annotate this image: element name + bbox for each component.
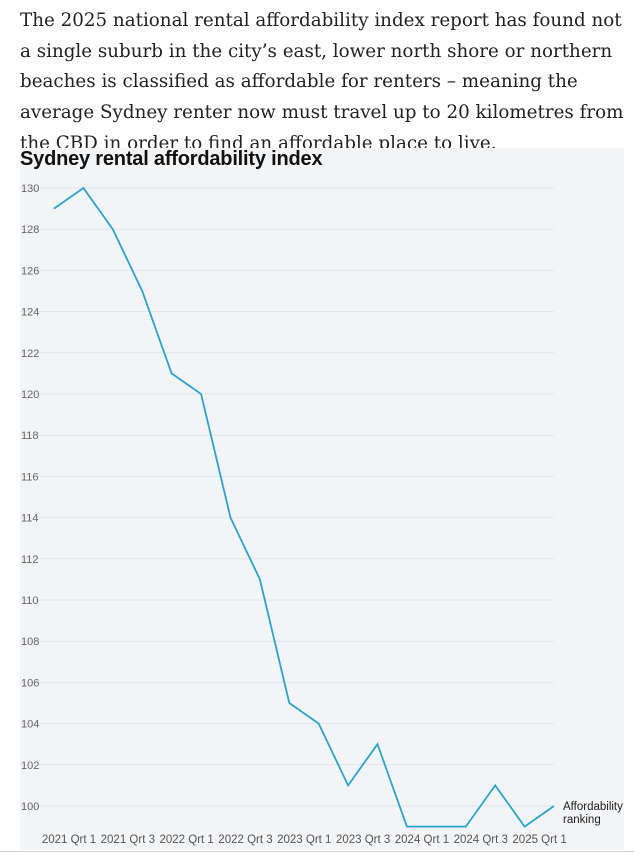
x-tick-label: 2024 Qrt 1 [395,834,449,846]
x-tick-label: 2022 Qrt 3 [218,834,272,846]
x-tick-label: 2025 Qrt 1 [512,834,566,846]
y-tick-label-128: 128 [21,224,39,236]
y-axis-ticks: 100 102 104 106 108 110 112 114 116 118 120 122 124 1… [21,183,39,813]
y-tick-label-114: 114 [21,513,39,525]
bottom-divider [0,851,634,852]
y-tick-label-126: 126 [21,265,39,277]
y-tick-label-120: 120 [21,389,39,401]
x-tick-label: 2024 Qrt 3 [454,834,508,846]
x-axis-ticks: 2021 Qrt 1 2021 Qrt 3 2022 Qrt 1 2022 Qrt 3… [42,834,567,846]
chart-title: Sydney rental affordability index [20,148,323,170]
y-tick-label-102: 102 [21,760,39,772]
y-tick-label-122: 122 [21,348,39,360]
chart-panel [20,148,624,850]
x-tick-label: 2023 Qrt 1 [277,834,331,846]
x-tick-label: 2023 Qrt 3 [336,834,390,846]
y-tick-label-110: 110 [21,595,39,607]
y-tick-label-124: 124 [21,307,39,319]
series-lines [53,186,555,828]
y-tick-label-130: 130 [21,183,39,195]
series-line-affordability-ranking [53,186,555,828]
x-tick-label: 2021 Qrt 3 [101,834,155,846]
y-tick-label-104: 104 [21,719,39,731]
y-tick-label-108: 108 [21,636,39,648]
article-paragraph: The 2025 national rental affordability i… [20,10,624,154]
x-tick-label: 2022 Qrt 1 [159,834,213,846]
y-tick-label-106: 106 [21,677,39,689]
y-tick-label-116: 116 [21,471,39,483]
y-tick-label-100: 100 [21,801,39,813]
y-tick-label-118: 118 [21,430,39,442]
legend-label-line: Affordability [563,801,623,813]
legend-label-line: ranking [563,814,601,826]
x-tick-label: 2021 Qrt 1 [42,834,96,846]
y-tick-label-112: 112 [21,554,39,566]
grid-lines [20,187,554,807]
